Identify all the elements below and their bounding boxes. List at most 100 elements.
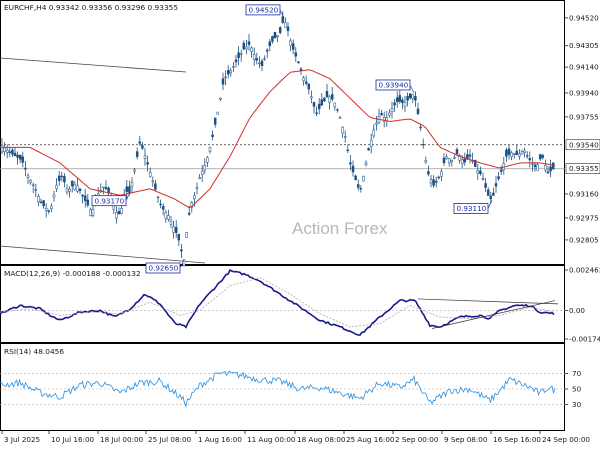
channel-upper-line[interactable] xyxy=(0,57,187,73)
candle-body xyxy=(476,170,480,174)
candle-body xyxy=(406,95,409,101)
candle-body xyxy=(104,187,108,190)
candle-body xyxy=(63,176,66,183)
price-annotation-label: 0.93170 xyxy=(95,196,125,205)
candle-body xyxy=(427,171,430,175)
price-y-tick-label: 0.94140 xyxy=(569,63,599,72)
candle-body xyxy=(174,226,178,233)
candle-body xyxy=(247,41,251,45)
current-price-label-bg xyxy=(565,163,600,174)
price-panel[interactable] xyxy=(0,0,565,265)
candle-body xyxy=(260,60,264,67)
price-annotation-label: 0.93110 xyxy=(457,204,487,213)
candle-body xyxy=(354,175,357,181)
price-annotation-leader xyxy=(409,84,415,94)
candle-body xyxy=(398,95,402,102)
candle-body xyxy=(463,158,467,163)
candle-body xyxy=(47,210,51,212)
macd-header: MACD(12,26,9) -0.000188 -0.000132 xyxy=(4,269,141,278)
candle-body xyxy=(411,94,415,99)
candle-body xyxy=(154,183,157,190)
candle-body xyxy=(315,112,318,114)
price-y-tick-label: 0.92805 xyxy=(569,235,599,244)
macd-trendline[interactable] xyxy=(417,298,559,305)
candle-body xyxy=(372,129,376,137)
candle-body xyxy=(120,208,123,214)
candle-body xyxy=(245,46,248,50)
candle-body xyxy=(255,58,259,61)
price-annotation-leader xyxy=(179,259,185,269)
candle-body xyxy=(486,189,490,196)
candle-body xyxy=(460,159,464,164)
candle-body xyxy=(432,179,435,186)
candle-body xyxy=(180,249,183,252)
price-annotation-leader xyxy=(487,200,493,209)
candle-body xyxy=(512,153,516,155)
candle-body xyxy=(492,192,495,196)
candle-body xyxy=(369,139,373,147)
macd-trendline[interactable] xyxy=(431,300,556,329)
candle-body xyxy=(507,148,511,155)
current-price-label: 0.93355 xyxy=(569,164,599,173)
candle-body xyxy=(44,208,48,211)
rsi-y-tick-label: 50 xyxy=(572,385,582,394)
candle-body xyxy=(520,151,524,155)
candle-body xyxy=(11,149,14,155)
candle-body xyxy=(294,52,298,57)
candle-body xyxy=(359,187,363,190)
candle-body xyxy=(531,163,534,165)
macd-panel[interactable] xyxy=(0,265,565,343)
candle-body xyxy=(208,147,212,152)
candle-body xyxy=(50,205,53,210)
candle-body xyxy=(86,199,90,206)
candle-body xyxy=(164,212,168,219)
channel-lower-line[interactable] xyxy=(0,245,206,264)
price-y-tick-label: 0.94305 xyxy=(569,41,599,50)
candle-body xyxy=(429,179,433,184)
candle-body xyxy=(148,172,152,177)
rsi-y-tick-label: 30 xyxy=(572,400,582,409)
candle-body xyxy=(447,158,451,164)
candle-body xyxy=(112,205,116,210)
candle-body xyxy=(312,102,316,107)
candle-body xyxy=(299,68,303,71)
candle-body xyxy=(546,171,550,174)
price-y-tick-label: 0.93940 xyxy=(569,88,599,97)
candle-body xyxy=(232,66,235,68)
candle-body xyxy=(24,167,27,170)
candle-body xyxy=(195,187,199,189)
price-annotation-leader xyxy=(279,9,285,19)
candle-body xyxy=(338,117,342,119)
candle-body xyxy=(367,148,370,151)
candle-body xyxy=(239,53,243,55)
candle-body xyxy=(349,162,352,165)
candle-body xyxy=(161,205,165,210)
candle-body xyxy=(83,195,87,202)
candle-body xyxy=(419,126,422,129)
candle-body xyxy=(289,40,292,46)
resistance-price-label: 0.93540 xyxy=(569,140,599,149)
price-y-tick-label: 0.93755 xyxy=(569,112,599,121)
candle-body xyxy=(341,126,344,134)
candle-body xyxy=(468,154,472,157)
candle-body xyxy=(31,184,35,186)
candle-body xyxy=(159,203,162,206)
candle-body xyxy=(76,185,79,192)
candle-body xyxy=(55,184,58,189)
candle-body xyxy=(167,215,170,220)
price-annotation-label: 0.92650 xyxy=(149,264,179,273)
candle-body xyxy=(185,232,188,238)
candle-body xyxy=(310,96,313,99)
candle-body xyxy=(481,178,485,180)
candle-body xyxy=(356,184,360,188)
candle-body xyxy=(408,93,412,99)
price-annotation-label: 0.94520 xyxy=(249,5,279,14)
candle-body xyxy=(177,233,181,241)
x-tick-label: 25 Jul 08:00 xyxy=(148,435,192,444)
rsi-panel[interactable] xyxy=(0,343,565,431)
candle-body xyxy=(291,43,295,50)
candle-body xyxy=(510,152,513,157)
candle-body xyxy=(414,95,417,101)
candle-body xyxy=(242,42,246,50)
